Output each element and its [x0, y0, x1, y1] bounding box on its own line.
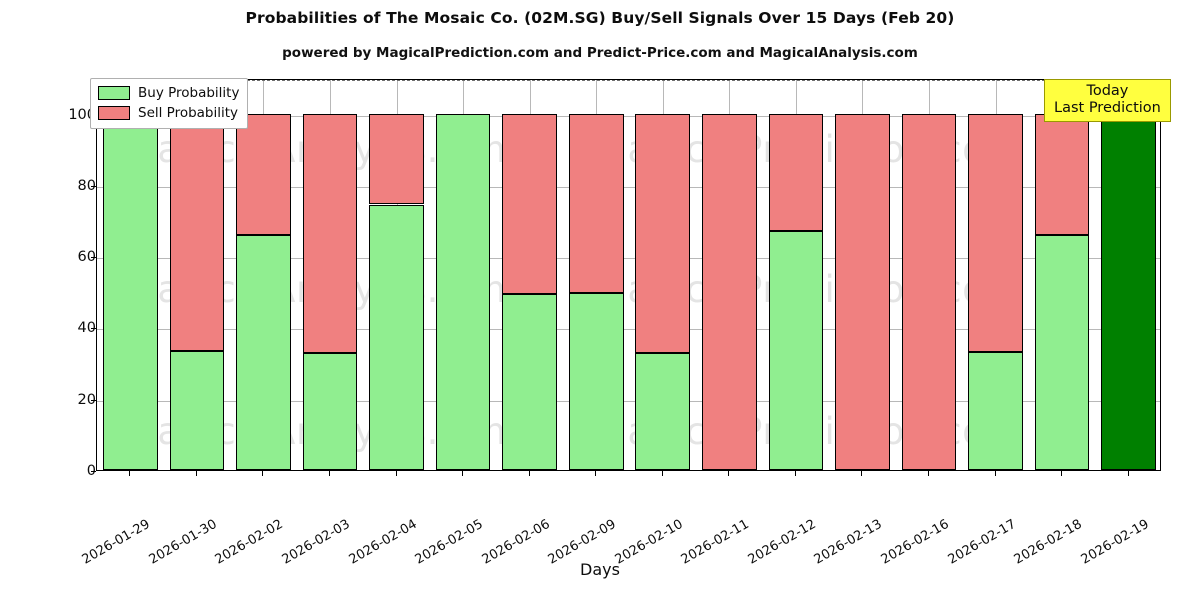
x-axis-tick-mark	[262, 471, 264, 476]
gridline-horizontal	[97, 115, 1160, 117]
legend-label-buy: Buy Probability	[138, 85, 240, 101]
bar-segment-buy[interactable]	[435, 113, 491, 470]
legend-item-sell: Sell Probability	[98, 103, 239, 123]
plot-area: MagicalAnalysis.comMagicalPrediction.com…	[96, 79, 1161, 471]
chart-title: Probabilities of The Mosaic Co. (02M.SG)…	[245, 9, 955, 27]
chart-subtitle: powered by MagicalPrediction.com and Pre…	[282, 45, 918, 61]
bar-group[interactable]	[768, 80, 824, 470]
bar-group[interactable]	[302, 80, 358, 470]
x-axis-tick-mark	[994, 471, 996, 476]
gridline-horizontal	[97, 400, 1160, 402]
bar-segment-sell[interactable]	[635, 113, 691, 354]
x-axis-tick-mark	[328, 471, 330, 476]
x-axis: 2026-01-29 2026-01-30 2026-02-02 2026-02-03…	[80, 471, 1161, 591]
y-axis-tick-label: 80	[77, 177, 96, 194]
bar-group[interactable]	[1034, 80, 1090, 470]
legend-label-sell: Sell Probability	[138, 105, 239, 121]
x-axis-label: Days	[580, 560, 620, 579]
threshold-line	[97, 80, 1160, 81]
bar-segment-sell[interactable]	[568, 113, 624, 294]
x-axis-tick-mark	[462, 471, 464, 476]
x-axis-tick-mark	[661, 471, 663, 476]
x-axis-tick-mark	[528, 471, 530, 476]
x-axis-tick-mark	[728, 471, 730, 476]
x-axis-tick-mark	[595, 471, 597, 476]
bar-segment-buy[interactable]	[635, 353, 691, 470]
bar-segment-sell[interactable]	[901, 113, 957, 470]
y-axis-tick-label: 100	[68, 106, 96, 123]
bar-group[interactable]	[102, 80, 158, 470]
bar-segment-sell[interactable]	[702, 113, 757, 470]
x-axis-tick-mark	[195, 471, 197, 476]
bar-group[interactable]	[901, 80, 957, 470]
bar-segment-sell[interactable]	[768, 113, 824, 231]
bar-segment-buy[interactable]	[169, 351, 225, 470]
bar-group[interactable]	[369, 80, 424, 470]
y-axis-tick-label: 0	[86, 463, 96, 479]
y-axis-tick-mark	[91, 257, 96, 259]
buy-swatch-icon	[98, 86, 130, 100]
bar-segment-buy[interactable]	[302, 353, 358, 470]
today-annotation-line2: Last Prediction	[1054, 100, 1161, 117]
bar-segment-sell[interactable]	[302, 113, 358, 354]
x-axis-tick-mark	[129, 471, 131, 476]
x-axis-tick-mark	[1127, 471, 1129, 476]
bar-segment-buy[interactable]	[568, 293, 624, 470]
y-axis-tick-label: 20	[77, 391, 96, 408]
bar-segment-buy[interactable]	[102, 113, 158, 470]
bar-segment-sell[interactable]	[1034, 113, 1090, 235]
bar-segment-sell[interactable]	[835, 113, 890, 470]
bar-segment-sell[interactable]	[236, 113, 291, 235]
x-axis-tick-mark	[861, 471, 863, 476]
gridline-horizontal	[97, 329, 1160, 331]
bar-segment-buy[interactable]	[236, 234, 291, 470]
bar-group[interactable]	[635, 80, 691, 470]
bar-group[interactable]	[502, 80, 557, 470]
bar-group[interactable]	[835, 80, 890, 470]
gridline-horizontal	[97, 186, 1160, 188]
x-axis-tick-mark	[794, 471, 796, 476]
bars-layer	[97, 80, 1160, 470]
y-axis-tick-label: 60	[77, 249, 96, 266]
bar-group[interactable]	[702, 80, 757, 470]
y-axis-tick-mark	[91, 328, 96, 330]
bar-group[interactable]	[968, 80, 1023, 470]
bar-segment-sell[interactable]	[169, 113, 225, 352]
bar-group[interactable]	[568, 80, 624, 470]
x-axis-tick-mark	[1061, 471, 1063, 476]
bar-segment-today[interactable]	[1101, 113, 1156, 470]
bar-segment-buy[interactable]	[768, 230, 824, 470]
today-annotation-line1: Today	[1086, 83, 1129, 99]
bar-segment-buy[interactable]	[1034, 234, 1090, 470]
x-axis-tick-mark	[395, 471, 397, 476]
gridline-horizontal	[97, 258, 1160, 260]
bar-segment-sell[interactable]	[968, 113, 1023, 352]
legend-item-buy: Buy Probability	[98, 83, 239, 103]
y-axis-tick-mark	[91, 399, 96, 401]
y-axis-tick-mark	[91, 471, 96, 472]
bar-group[interactable]	[1101, 80, 1156, 470]
bar-segment-buy[interactable]	[502, 293, 557, 470]
y-axis-tick-label: 40	[77, 320, 96, 337]
bar-group[interactable]	[435, 80, 491, 470]
y-axis: 0 20 40 60 80 100	[36, 79, 96, 479]
bar-segment-sell[interactable]	[502, 113, 557, 294]
bar-segment-sell[interactable]	[369, 113, 424, 205]
x-axis-tick-mark	[928, 471, 930, 476]
bar-group[interactable]	[169, 80, 225, 470]
today-annotation: Today Last Prediction	[1044, 79, 1171, 123]
y-axis-tick-mark	[91, 185, 96, 187]
bar-group[interactable]	[236, 80, 291, 470]
bar-segment-buy[interactable]	[369, 204, 424, 470]
bar-segment-buy[interactable]	[968, 351, 1023, 470]
sell-swatch-icon	[98, 106, 130, 120]
legend: Buy Probability Sell Probability	[90, 78, 249, 129]
